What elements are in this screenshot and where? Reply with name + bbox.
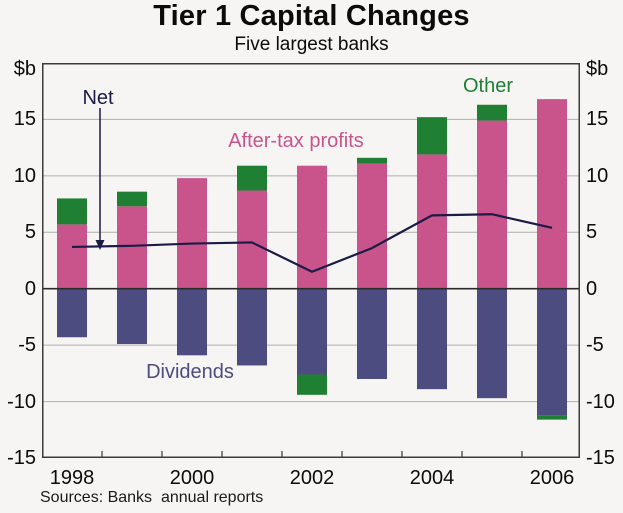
other-series-label: Other <box>462 75 514 97</box>
y-axis-label: 5 <box>586 221 598 244</box>
y-axis-label: -10 <box>7 390 36 413</box>
bar-other-2006 <box>537 415 567 420</box>
y-axis-left: 15 10 5 0 -5 -10 -15 <box>0 63 36 469</box>
bar-other-2001 <box>237 165 267 191</box>
bar-profits-2003 <box>357 163 387 289</box>
bar-other-1999 <box>117 191 147 207</box>
bar-profits-2000 <box>177 178 207 289</box>
y-axis-label: 0 <box>24 277 36 300</box>
chart-title: Tier 1 Capital Changes <box>153 0 470 32</box>
bar-dividends-1999 <box>117 288 147 345</box>
x-axis-label: 2000 <box>169 467 215 489</box>
bar-profits-1999 <box>117 206 147 289</box>
x-axis-label: 2004 <box>409 467 455 489</box>
bar-dividends-2003 <box>357 288 387 379</box>
y-axis-label: -5 <box>586 334 604 357</box>
unit-label-left: $b <box>13 58 36 80</box>
bar-other-2003 <box>357 157 387 164</box>
y-axis-label: 15 <box>13 108 36 131</box>
y-axis-label: 0 <box>586 277 598 300</box>
y-axis-label: -10 <box>586 390 615 413</box>
bar-dividends-2001 <box>237 288 267 366</box>
bar-dividends-2004 <box>417 288 447 390</box>
x-axis-label: 2006 <box>529 467 575 489</box>
net-series-label: Net <box>82 87 114 109</box>
after-tax-profits-series-label: After-tax profits <box>228 130 364 152</box>
unit-label-right: $b <box>586 58 609 80</box>
plot-area: Net After-tax profits Other Dividends <box>42 63 580 458</box>
y-axis-label: 10 <box>13 164 36 187</box>
bar-other-2004 <box>417 117 447 155</box>
bar-other-2002 <box>297 374 327 395</box>
x-axis: 1998 2000 2002 2004 2006 <box>42 466 580 490</box>
bar-other-1998 <box>57 198 87 225</box>
bar-other-2005 <box>477 104 507 121</box>
x-axis-label: 1998 <box>49 467 95 489</box>
dividends-series-label: Dividends <box>146 361 234 383</box>
y-axis-label: -15 <box>7 447 36 469</box>
source-note: Sources: Banks annual reports <box>40 489 264 506</box>
chart-svg <box>42 63 580 458</box>
net-arrow-head-icon <box>95 240 105 250</box>
bar-dividends-2002 <box>297 288 327 375</box>
bar-profits-1998 <box>57 224 87 289</box>
y-axis-label: 10 <box>586 164 609 187</box>
chart-subtitle: Five largest banks <box>234 34 389 55</box>
y-axis-label: 5 <box>24 221 36 244</box>
bar-dividends-1998 <box>57 288 87 338</box>
bar-profits-2005 <box>477 120 507 289</box>
y-axis-right: 15 10 5 0 -5 -10 -15 <box>586 63 623 469</box>
plot-frame <box>42 63 580 458</box>
bar-profits-2002 <box>297 165 327 289</box>
y-axis-label: 15 <box>586 108 609 131</box>
bar-profits-2006 <box>537 99 567 289</box>
bar-dividends-2006 <box>537 288 567 416</box>
x-axis-label: 2002 <box>289 467 335 489</box>
y-axis-label: -15 <box>586 447 615 469</box>
y-axis-label: -5 <box>18 334 36 357</box>
bar-profits-2001 <box>237 190 267 289</box>
bar-dividends-2005 <box>477 288 507 399</box>
bar-dividends-2000 <box>177 288 207 356</box>
net-line <box>71 213 553 273</box>
